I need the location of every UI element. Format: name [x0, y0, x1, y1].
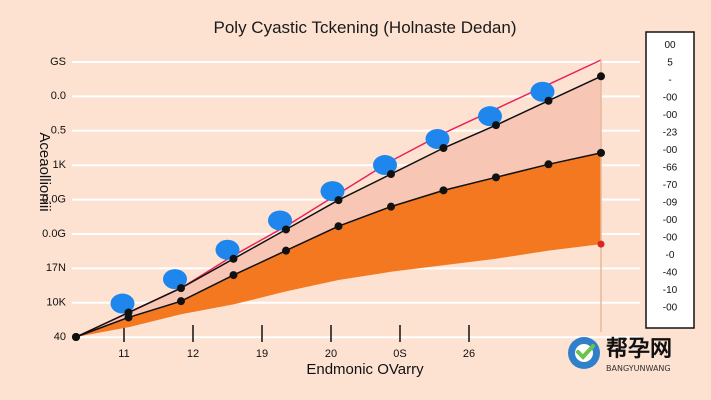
- lower-band-area: [76, 152, 601, 337]
- data-point: [544, 96, 553, 105]
- area-layer: [76, 76, 601, 338]
- data-point: [177, 284, 185, 293]
- legend-item: -0: [666, 250, 675, 261]
- data-point: [229, 271, 238, 280]
- data-point: [492, 121, 500, 130]
- x-tick-label: 19: [256, 348, 268, 360]
- legend-item: -66: [663, 163, 678, 174]
- data-point: [177, 297, 185, 306]
- y-tick-label: 1K: [53, 159, 67, 171]
- data-point: [387, 202, 395, 211]
- upper-band-area: [76, 76, 601, 338]
- legend-item: -00: [663, 110, 678, 121]
- y-tick-label: GS: [50, 56, 66, 68]
- legend-item: -23: [663, 128, 678, 139]
- y-axis-label: Aceaollioniii: [36, 132, 53, 211]
- data-point: [544, 160, 553, 169]
- x-tick-label: 0S: [393, 348, 406, 360]
- chart-title: Poly Cyastic Tckening (Holnaste Dedan): [214, 18, 517, 37]
- legend-item: -70: [663, 180, 678, 191]
- data-point: [282, 246, 290, 255]
- data-point: [439, 143, 448, 152]
- y-tick-label: 0.0: [51, 90, 66, 102]
- x-tick-label: 11: [118, 348, 129, 360]
- data-point: [597, 240, 605, 248]
- y-tick-label: 0.0G: [42, 193, 66, 205]
- data-point: [597, 72, 605, 81]
- x-tick-labels: 11 12 19 20 0S 26: [118, 348, 475, 360]
- x-tick-label: 26: [463, 348, 475, 360]
- x-tick-label: 12: [187, 348, 199, 360]
- watermark-cn: 帮孕网: [606, 336, 672, 362]
- legend-item: -00: [663, 215, 678, 226]
- y-tick-labels: 40 10K 17N 0.0G 0.0G 1K 0.5 0.0 GS: [42, 56, 67, 343]
- legend-item: -00: [663, 233, 678, 244]
- legend-item: -00: [663, 303, 678, 314]
- data-point: [597, 148, 605, 157]
- data-point: [334, 196, 343, 205]
- data-point: [439, 186, 448, 195]
- legend-frame: [645, 31, 695, 329]
- data-point: [387, 170, 395, 179]
- y-tick-label: 40: [54, 331, 66, 343]
- data-point: [72, 333, 80, 341]
- data-point: [124, 313, 133, 322]
- y-tick-label: 10K: [46, 297, 66, 309]
- legend-item: -: [668, 75, 671, 86]
- legend-box: 00 5 - -00 -00 -23 -00 -66 -70 -09 -00 -00 -0 -40 -10 -…: [645, 31, 695, 329]
- watermark: 帮孕网 BANGYUNWANG: [568, 336, 672, 373]
- legend-item: -10: [663, 285, 678, 296]
- y-tick-label: 17N: [46, 262, 66, 274]
- data-point: [492, 173, 500, 182]
- legend-item: -09: [663, 198, 678, 209]
- x-tick-label: 20: [325, 348, 337, 360]
- legend-item: -00: [663, 93, 678, 104]
- data-point: [229, 254, 238, 263]
- y-tick-label: 0.0G: [42, 228, 66, 240]
- legend-item: -00: [663, 145, 678, 156]
- legend-item: -40: [663, 268, 678, 279]
- x-axis-label: Endmonic OVarry: [306, 361, 424, 378]
- data-points: [72, 72, 605, 341]
- watermark-en: BANGYUNWANG: [606, 364, 671, 373]
- data-point: [282, 225, 290, 234]
- y-tick-label: 0.5: [51, 125, 66, 137]
- legend-item: 5: [667, 58, 673, 69]
- legend-item: 00: [664, 40, 676, 51]
- data-point: [334, 222, 343, 231]
